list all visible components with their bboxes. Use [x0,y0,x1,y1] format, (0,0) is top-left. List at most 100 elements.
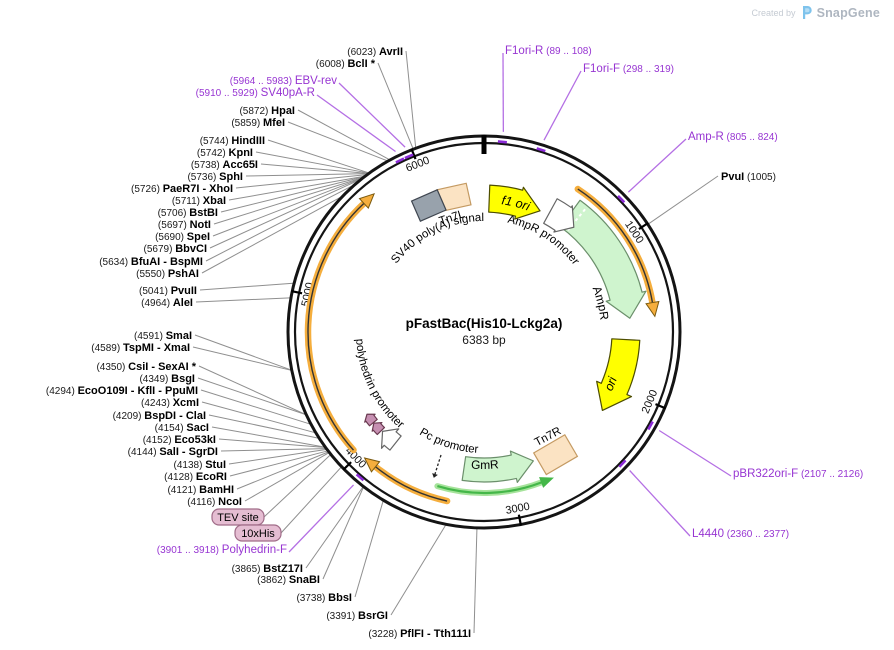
enzyme-label-kpni[interactable]: (5742) KpnI [197,147,253,159]
primer-connector-line [629,470,691,537]
snapgene-logo-icon [802,6,812,19]
primer-tick [536,147,546,153]
feature-ori[interactable] [596,338,641,412]
enzyme-connector-line [209,179,359,249]
enzyme-label-pvui[interactable]: PvuI (1005) [721,171,776,183]
enzyme-label-bsgi[interactable]: (4349) BsgI [139,373,195,385]
enzyme-label-hpai[interactable]: (5872) HpaI [239,105,295,117]
enzyme-connector-line [648,175,719,225]
primer-label-f1ori-r[interactable]: F1ori-R (89 .. 108) [505,45,592,57]
primer-connector-line [338,82,406,148]
enzyme-label-hindiii[interactable]: (5744) HindIII [200,135,265,147]
primer-label-amp-r[interactable]: Amp-R (805 .. 824) [688,131,778,143]
position-tick-label: 3000 [505,501,531,517]
primer-label-l4440[interactable]: L4440 (2360 .. 2377) [692,528,789,540]
enzyme-label-sali-sgrdi[interactable]: (4144) SalI - SgrDI [128,446,218,458]
primer-label-sv40pa-r[interactable]: (5910 .. 5929) SV40pA-R [196,87,315,99]
enzyme-connector-line [200,389,310,425]
enzyme-label-noti[interactable]: (5697) NotI [158,219,211,231]
enzyme-connector-line [220,176,363,213]
enzyme-label-smai[interactable]: (4591) SmaI [134,330,192,342]
enzyme-label-bsrgi[interactable]: (3391) BsrGI [326,610,388,622]
enzyme-label-alei[interactable]: (4964) AleI [141,297,193,309]
feature-sv40-poly-a-signal[interactable] [410,189,447,222]
primer-label-polyhedrin-f[interactable]: (3901 .. 3918) Polyhedrin-F [157,544,287,556]
plasmid-title-block: pFastBac(His10-Lckg2a) 6383 bp [334,316,634,347]
position-tick [655,403,667,410]
pc-promoter-dashed-arrow [434,454,442,475]
primer-label-f1ori-f[interactable]: F1ori-F (298 .. 319) [583,63,674,75]
enzyme-label-spei[interactable]: (5690) SpeI [155,231,210,243]
feature-tn7r[interactable] [532,433,579,476]
enzyme-connector-line [192,346,291,371]
enzyme-connector-line [194,334,291,371]
enzyme-label-bstbi[interactable]: (5706) BstBI [158,207,218,219]
enzyme-label-bamhi[interactable]: (4121) BamHI [167,484,234,496]
enzyme-label-bcli-[interactable]: (6008) BclI * [316,58,376,70]
enzyme-label-bspdi-clai[interactable]: (4209) BspDI - ClaI [113,410,206,422]
enzyme-connector-line [287,121,388,162]
enzyme-label-pflfi-tth111i[interactable]: (3228) PflFI - Tth111I [368,628,471,640]
enzyme-connector-line [199,282,294,291]
enzyme-label-xbai[interactable]: (5711) XbaI [172,195,226,207]
feature-tev-site-feature[interactable] [364,413,378,427]
enzyme-connector-line [197,377,306,415]
enzyme-label-ecoo109i-kfli-ppumi[interactable]: (4294) EcoO109I - KflI - PpuMI [46,385,198,397]
enzyme-label-bfuai-bspmi[interactable]: (5634) BfuAI - BspMI [99,256,203,268]
enzyme-label-eco53ki[interactable]: (4152) Eco53kI [143,434,216,446]
enzyme-label-xcmi[interactable]: (4243) XcmI [141,397,199,409]
enzyme-connector-line [201,401,315,434]
enzyme-label-paer7i-xhoi[interactable]: (5726) PaeR7I - XhoI [131,183,233,195]
primer-tick [617,194,626,204]
badge-10xhis[interactable] [234,524,282,542]
badge-label: 10xHis [241,528,275,540]
primer-connector-line [543,70,582,141]
enzyme-label-saci[interactable]: (4154) SacI [155,422,209,434]
badge-tev-site[interactable] [211,508,265,526]
enzyme-label-stui[interactable]: (4138) StuI [174,459,226,471]
enzyme-connector-line [377,62,414,149]
enzyme-label-ecori[interactable]: (4128) EcoRI [164,471,227,483]
feature-ori-label: ori [602,374,621,393]
position-tick [342,461,352,471]
orf-arc-right-arrowhead [645,300,660,318]
enzyme-label-acc65i[interactable]: (5738) Acc65I [191,159,258,171]
watermark: Created by SnapGene [752,5,880,20]
enzyme-label-bbsi[interactable]: (3738) BbsI [296,592,352,604]
primer-connector-line [316,94,396,153]
enzyme-label-tspmi-xmai[interactable]: (4589) TspMI - XmaI [91,342,190,354]
enzyme-label-bstz17i[interactable]: (3865) BstZ17I [232,563,303,575]
feature-10xhis-feature[interactable] [371,421,386,436]
enzyme-connector-line [297,109,390,160]
plasmid-name: pFastBac(His10-Lckg2a) [405,316,563,331]
feature-ampr-dashed-edge [567,207,588,231]
enzyme-label-csii-sexai-[interactable]: (4350) CsiI - SexAI * [96,361,196,373]
orf-arc-bottom-core [375,466,448,502]
primer-label-ebv-rev[interactable]: (5964 .. 5983) EBV-rev [230,75,337,87]
enzyme-connector-line [236,451,329,490]
orf-arc-bottom-arrowhead [363,457,381,473]
enzyme-label-snabi[interactable]: (3862) SnaBI [257,574,320,586]
primer-connector-line [627,138,687,193]
feature-f1-ori[interactable] [488,184,541,220]
enzyme-connector-line [218,438,325,448]
feature-polyhedrin-promoter[interactable] [380,428,402,451]
feature-ampr[interactable] [559,199,647,319]
enzyme-label-mfei[interactable]: (5859) MfeI [231,117,285,129]
enzyme-label-pvuii[interactable]: (5041) PvuII [139,285,197,297]
enzyme-label-ncoi[interactable]: (4116) NcoI [187,496,242,508]
enzyme-connector-line [211,426,325,448]
enzyme-connector-line [245,173,367,177]
enzyme-connector-line [228,176,364,201]
enzyme-label-avrii[interactable]: (6023) AvrII [347,46,403,58]
feature-ampr-promoter[interactable] [543,198,575,233]
primer-label-pbr322ori-f[interactable]: pBR322ori-F (2107 .. 2126) [733,468,863,480]
enzyme-label-sphi[interactable]: (5736) SphI [187,171,243,183]
enzyme-connector-line [229,450,328,477]
feature-gmr[interactable] [461,450,534,483]
primer-tick [355,473,365,482]
enzyme-label-bbvci[interactable]: (5679) BbvCI [144,243,207,255]
enzyme-label-pshai[interactable]: (5550) PshAI [136,268,199,280]
enzyme-connector-line [473,528,478,634]
